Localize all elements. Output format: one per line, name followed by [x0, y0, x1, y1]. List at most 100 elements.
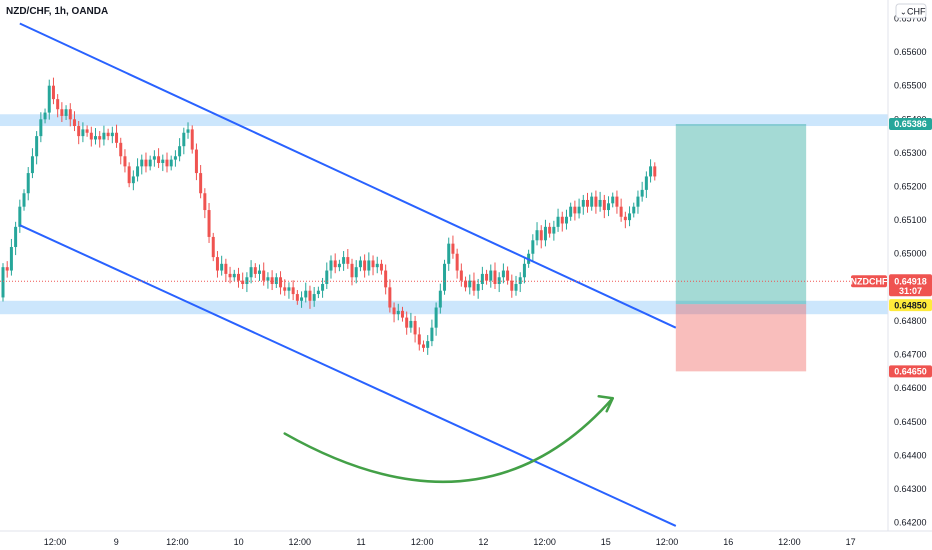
curved-arrow-path[interactable]: [283, 397, 614, 483]
curved-arrow-layer[interactable]: [283, 395, 614, 483]
candle: [312, 287, 316, 307]
candle-body: [337, 263, 341, 268]
candle: [140, 154, 144, 175]
candle-body: [363, 260, 367, 271]
candle: [594, 190, 598, 214]
candle-body: [203, 193, 207, 211]
candle: [131, 170, 135, 191]
arrow-head-icon[interactable]: [597, 395, 614, 413]
candle-body: [573, 206, 577, 214]
candle-body: [333, 260, 337, 268]
y-tick-label: 0.64500: [894, 417, 927, 427]
channel-line-upper[interactable]: [19, 22, 677, 329]
candle-body: [556, 216, 560, 227]
candle: [535, 222, 539, 246]
candle: [556, 208, 560, 232]
candle-body: [564, 216, 568, 224]
candle: [632, 202, 636, 218]
candle-body: [501, 270, 505, 278]
candle: [211, 232, 215, 262]
currency-button-frame[interactable]: [895, 3, 927, 19]
candle-body: [346, 257, 350, 264]
candle: [215, 251, 219, 278]
stop-price-tag: 0.64650: [889, 365, 932, 378]
candle: [329, 255, 333, 279]
candle-body: [422, 344, 425, 348]
candle: [443, 259, 447, 295]
candle-body: [611, 196, 615, 204]
candle: [110, 126, 114, 144]
candle-body: [489, 270, 493, 281]
candle-body: [5, 267, 9, 271]
candle: [308, 285, 312, 309]
candle-body: [98, 136, 102, 140]
x-tick-label: 12:00: [166, 537, 189, 547]
x-tick-label: 12:00: [533, 537, 556, 547]
candle: [165, 152, 169, 173]
candle: [426, 335, 430, 355]
candle-body: [140, 159, 144, 167]
candle: [476, 278, 480, 299]
candle: [539, 225, 543, 249]
candle-body: [194, 149, 198, 174]
candle: [43, 108, 47, 124]
time-axis[interactable]: 12:00 9 12:00 10 12:00 11 12:00 12 12:00 15 12:00 1…: [44, 537, 856, 547]
candle: [14, 221, 18, 256]
long-position-layer[interactable]: [675, 124, 807, 372]
candle: [367, 252, 371, 276]
candle: [598, 191, 602, 212]
candle: [119, 137, 123, 165]
candle: [409, 312, 413, 333]
candle-body: [152, 156, 156, 160]
candle: [123, 149, 127, 173]
candle-body: [354, 267, 358, 278]
candle-body: [543, 226, 547, 241]
candle-body: [447, 243, 451, 264]
candle-body: [649, 166, 653, 177]
candle-body: [304, 290, 308, 298]
target-price-tag-bg: [889, 118, 932, 131]
candle: [577, 198, 581, 219]
y-tick-label: 0.64400: [894, 450, 927, 460]
candle-body: [392, 307, 396, 315]
candle-body: [157, 156, 161, 163]
currency-button[interactable]: ⌄ CHF: [895, 3, 927, 19]
position-target-zone[interactable]: [675, 124, 807, 305]
candle-body: [77, 126, 81, 137]
candle-body: [607, 203, 611, 211]
candle-body: [632, 206, 636, 214]
candle-body: [291, 287, 295, 295]
channel-line-lower[interactable]: [19, 224, 677, 527]
candle: [127, 162, 131, 188]
candle: [241, 272, 245, 290]
candle-body: [1, 267, 5, 298]
candle: [388, 279, 392, 313]
candle: [384, 264, 388, 295]
candle: [602, 194, 606, 219]
candle-body: [14, 226, 18, 248]
candle: [316, 286, 320, 299]
candle-body: [253, 267, 257, 274]
candle-body: [131, 176, 135, 184]
y-tick-label: 0.65000: [894, 249, 927, 259]
candle-body: [224, 263, 228, 274]
y-tick-label: 0.65200: [894, 182, 927, 192]
candle-body: [417, 334, 421, 345]
candle: [510, 274, 514, 298]
candle-body: [438, 290, 442, 308]
candle: [279, 271, 283, 295]
channel-layer[interactable]: [19, 22, 677, 527]
position-stop-zone[interactable]: [675, 304, 807, 372]
candle: [1, 263, 5, 302]
candle-body: [552, 226, 556, 234]
candle: [400, 306, 404, 322]
candle-body: [464, 280, 468, 288]
candle: [199, 165, 203, 199]
candle-body: [485, 273, 489, 281]
candle-body: [51, 85, 55, 100]
candle: [375, 256, 379, 274]
candle: [148, 155, 152, 171]
candle-body: [396, 310, 400, 315]
